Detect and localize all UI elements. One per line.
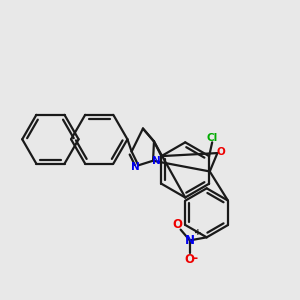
- Text: O: O: [172, 218, 183, 231]
- Text: N: N: [185, 234, 195, 247]
- Text: O: O: [217, 148, 226, 158]
- Text: N: N: [131, 162, 140, 172]
- Text: Cl: Cl: [207, 134, 218, 143]
- Text: N: N: [152, 156, 161, 166]
- Text: +: +: [194, 228, 201, 237]
- Text: -: -: [193, 252, 198, 265]
- Text: O: O: [185, 253, 195, 266]
